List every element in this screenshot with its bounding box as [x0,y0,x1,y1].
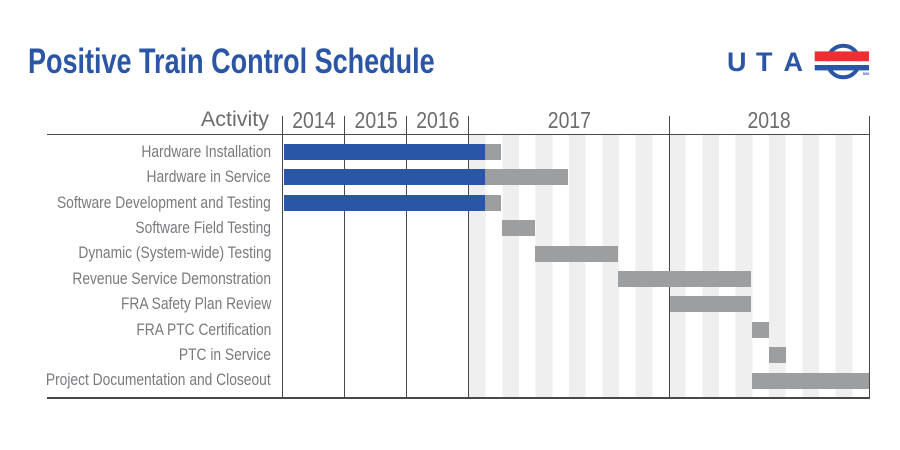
svg-text:A: A [784,47,804,77]
svg-text:T: T [756,47,773,77]
svg-text:U: U [727,47,747,77]
svg-text:SM: SM [863,71,870,76]
